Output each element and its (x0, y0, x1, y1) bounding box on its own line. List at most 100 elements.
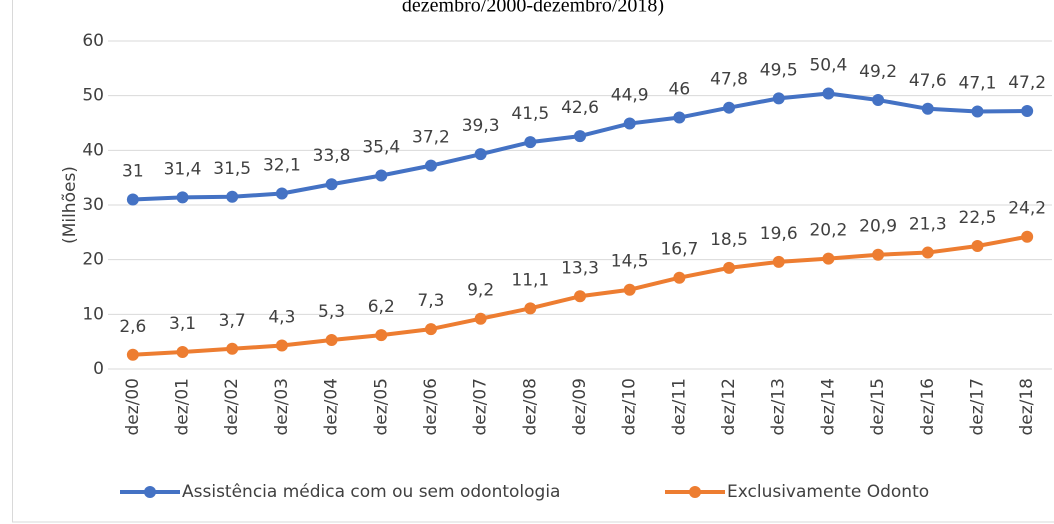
chart-title: dezembro/2000-dezembro/2018) (402, 0, 664, 17)
data-label: 37,2 (412, 128, 450, 148)
x-tick-label: dez/02 (222, 378, 242, 436)
point (574, 130, 586, 143)
x-tick-label: dez/10 (620, 378, 640, 436)
point (623, 117, 636, 130)
point (424, 323, 437, 336)
point (1021, 104, 1034, 117)
point (375, 329, 388, 342)
x-tick-label: dez/05 (371, 378, 391, 436)
point (126, 348, 139, 361)
point (226, 342, 239, 355)
point (872, 94, 885, 107)
point (723, 261, 736, 274)
point (524, 136, 537, 149)
point (176, 346, 189, 359)
data-label: 9,2 (467, 281, 494, 301)
point (226, 190, 239, 203)
data-label: 24,2 (1008, 199, 1046, 219)
point (325, 178, 338, 191)
data-label: 11,1 (511, 270, 549, 290)
data-label: 7,3 (417, 291, 444, 311)
legend-label: Exclusivamente Odonto (727, 482, 929, 502)
data-label: 21,3 (909, 215, 947, 235)
data-label: 41,5 (511, 104, 549, 124)
point (424, 159, 437, 172)
point (1021, 230, 1034, 243)
data-label: 31,4 (164, 159, 202, 179)
point (822, 252, 835, 265)
point (574, 290, 586, 303)
data-label: 20,9 (859, 217, 897, 237)
x-tick-label: dez/11 (669, 378, 689, 436)
point (126, 193, 139, 206)
y-tick-label: 40 (82, 140, 104, 160)
data-label: 14,5 (611, 252, 649, 272)
y-tick-label: 60 (82, 31, 104, 51)
x-tick-label: dez/07 (471, 378, 491, 436)
data-label: 47,2 (1008, 73, 1046, 93)
y-axis-label: (Milhões) (60, 166, 80, 244)
y-tick-label: 50 (82, 86, 104, 106)
data-label: 46 (669, 80, 691, 100)
point (524, 302, 537, 315)
point (921, 246, 934, 259)
data-label: 31,5 (213, 159, 251, 179)
x-tick-label: dez/14 (818, 378, 838, 436)
data-label: 13,3 (561, 258, 599, 278)
data-label: 47,8 (710, 70, 748, 90)
point (822, 87, 835, 100)
data-label: 33,8 (313, 146, 351, 166)
data-label: 32,1 (263, 156, 301, 176)
data-label: 39,3 (462, 116, 500, 136)
x-tick-label: dez/03 (272, 378, 292, 436)
x-tick-label: dez/01 (173, 378, 193, 436)
legend-marker (689, 486, 701, 498)
point (723, 101, 736, 114)
legend-marker (144, 486, 156, 498)
y-tick-label: 10 (82, 304, 104, 324)
point (872, 248, 885, 261)
data-label: 4,3 (268, 307, 295, 327)
point (921, 102, 934, 115)
x-tick-label: dez/13 (769, 378, 789, 436)
x-tick-label: dez/00 (123, 378, 143, 436)
y-tick-label: 0 (93, 359, 104, 379)
x-tick-label: dez/09 (570, 378, 590, 436)
x-tick-label: dez/06 (421, 378, 441, 436)
data-label: 47,6 (909, 71, 947, 91)
data-label: 42,6 (561, 98, 599, 118)
point (325, 334, 338, 347)
point (275, 339, 288, 352)
point (176, 191, 189, 204)
point (623, 283, 636, 296)
data-label: 49,2 (859, 62, 897, 82)
x-tick-label: dez/17 (967, 378, 987, 436)
data-label: 35,4 (362, 137, 400, 157)
point (375, 169, 388, 182)
data-label: 31 (122, 162, 144, 182)
data-label: 3,1 (169, 314, 196, 334)
data-label: 3,7 (219, 311, 246, 331)
point (474, 148, 487, 161)
data-label: 19,6 (760, 224, 798, 244)
x-tick-label: dez/15 (868, 378, 888, 436)
x-tick-label: dez/08 (520, 378, 540, 436)
x-tick-label: dez/12 (719, 378, 739, 436)
data-label: 18,5 (710, 230, 748, 250)
data-label: 44,9 (611, 86, 649, 106)
point (772, 92, 785, 105)
x-tick-label: dez/16 (918, 378, 938, 436)
data-label: 20,2 (809, 221, 847, 241)
x-tick-label: dez/18 (1017, 378, 1037, 436)
y-tick-label: 30 (82, 195, 104, 215)
x-tick-label: dez/04 (322, 378, 342, 436)
point (772, 255, 785, 268)
data-label: 22,5 (959, 208, 997, 228)
data-label: 47,1 (959, 74, 997, 94)
point (971, 105, 984, 118)
legend-label: Assistência médica com ou sem odontologi… (182, 482, 560, 502)
point (971, 240, 984, 252)
y-tick-label: 20 (82, 250, 104, 270)
data-label: 50,4 (809, 55, 847, 75)
